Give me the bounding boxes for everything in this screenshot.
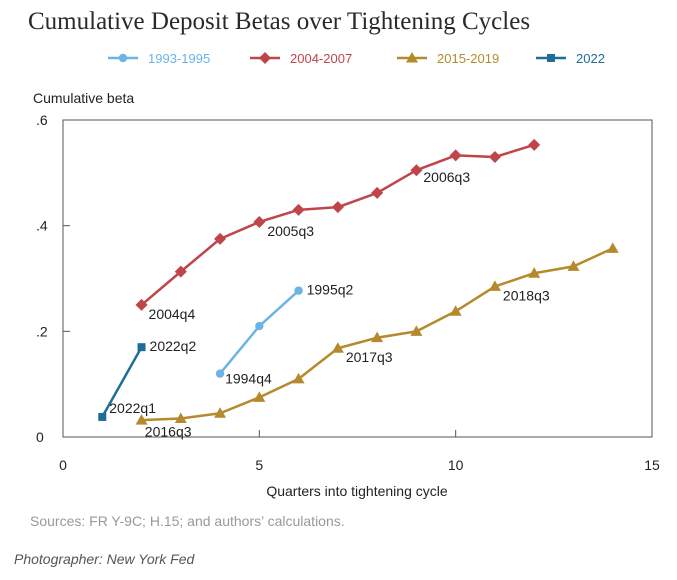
y-tick-label: 0 xyxy=(36,429,44,445)
x-tick-label: 15 xyxy=(644,457,660,473)
series-line xyxy=(101,346,143,418)
chart: 1993-1995 2004-2007 2015-2019 2022 Cumulati… xyxy=(33,51,660,499)
data-point xyxy=(371,331,384,343)
data-point xyxy=(567,260,580,271)
data-point xyxy=(371,186,384,199)
data-point xyxy=(255,321,264,331)
data-point xyxy=(174,412,187,424)
data-point xyxy=(253,391,266,402)
annotation-label: 1995q2 xyxy=(307,282,354,298)
series-line xyxy=(219,289,300,375)
data-point xyxy=(135,298,148,311)
data-point xyxy=(528,138,541,151)
legend: 1993-1995 2004-2007 2015-2019 2022 xyxy=(108,51,605,66)
series-2022 xyxy=(98,343,146,421)
legend-label: 1993-1995 xyxy=(148,51,210,66)
data-point xyxy=(449,149,462,162)
photo-credit: Photographer: New York Fed xyxy=(14,551,195,567)
series-group xyxy=(98,138,619,425)
y-axis-label: Cumulative beta xyxy=(33,90,134,106)
x-tick-label: 5 xyxy=(255,457,263,473)
data-point xyxy=(331,201,344,214)
legend-marker xyxy=(547,54,555,62)
y-tick-label: .6 xyxy=(36,112,48,128)
data-point xyxy=(488,150,501,163)
annotations: 1994q4 1995q2 2004q4 2005q3 2006q3 2016q3 2017… xyxy=(109,169,550,439)
data-point xyxy=(606,242,619,253)
x-tick-label: 0 xyxy=(59,457,67,473)
legend-item: 2015-2019 xyxy=(397,51,499,66)
data-point xyxy=(331,342,344,353)
data-point xyxy=(214,232,227,245)
data-point xyxy=(174,265,187,278)
data-point xyxy=(135,414,148,425)
data-point xyxy=(449,305,462,316)
source-note: Sources: FR Y-9C; H.15; and authors’ cal… xyxy=(30,513,345,529)
y-axis: 0 .2 .4 .6 xyxy=(36,112,70,445)
legend-label: 2015-2019 xyxy=(437,51,499,66)
data-point xyxy=(294,286,303,295)
annotation-label: 2006q3 xyxy=(423,169,470,185)
legend-item: 2004-2007 xyxy=(250,51,352,66)
series-2015-2019 xyxy=(135,242,619,425)
annotation-label: 2017q3 xyxy=(346,349,393,365)
annotation-label: 1994q4 xyxy=(225,371,272,387)
annotation-label: 2004q4 xyxy=(149,306,196,322)
annotation-label: 2018q3 xyxy=(503,287,550,303)
annotation-label: 2016q3 xyxy=(145,424,192,440)
y-tick-label: .2 xyxy=(36,323,48,339)
legend-label: 2022 xyxy=(576,51,605,66)
data-point xyxy=(253,215,266,228)
legend-item: 1993-1995 xyxy=(108,51,210,66)
data-point xyxy=(215,369,225,378)
x-axis-label: Quarters into tightening cycle xyxy=(266,483,448,499)
data-point xyxy=(488,280,501,291)
annotation-label: 2005q3 xyxy=(267,223,314,239)
x-axis: 0 5 10 15 xyxy=(59,430,660,473)
y-tick-label: .4 xyxy=(36,218,48,234)
annotation-label: 2022q1 xyxy=(109,400,156,416)
data-point xyxy=(137,343,146,352)
legend-marker xyxy=(406,52,418,63)
data-point xyxy=(410,325,423,336)
data-point xyxy=(98,412,107,421)
series-1993-1995 xyxy=(215,286,303,378)
data-point xyxy=(410,164,423,177)
series-2004-2007 xyxy=(135,138,541,311)
legend-marker xyxy=(118,53,128,63)
data-point xyxy=(292,203,305,216)
chart-title: Cumulative Deposit Betas over Tightening… xyxy=(28,8,531,35)
legend-marker xyxy=(259,52,271,64)
data-point xyxy=(214,407,227,418)
x-tick-label: 10 xyxy=(448,457,464,473)
data-point xyxy=(528,267,541,278)
annotation-label: 2022q2 xyxy=(150,338,197,354)
plot-area xyxy=(62,119,653,438)
legend-label: 2004-2007 xyxy=(290,51,352,66)
data-point xyxy=(292,372,305,384)
legend-item: 2022 xyxy=(536,51,605,66)
